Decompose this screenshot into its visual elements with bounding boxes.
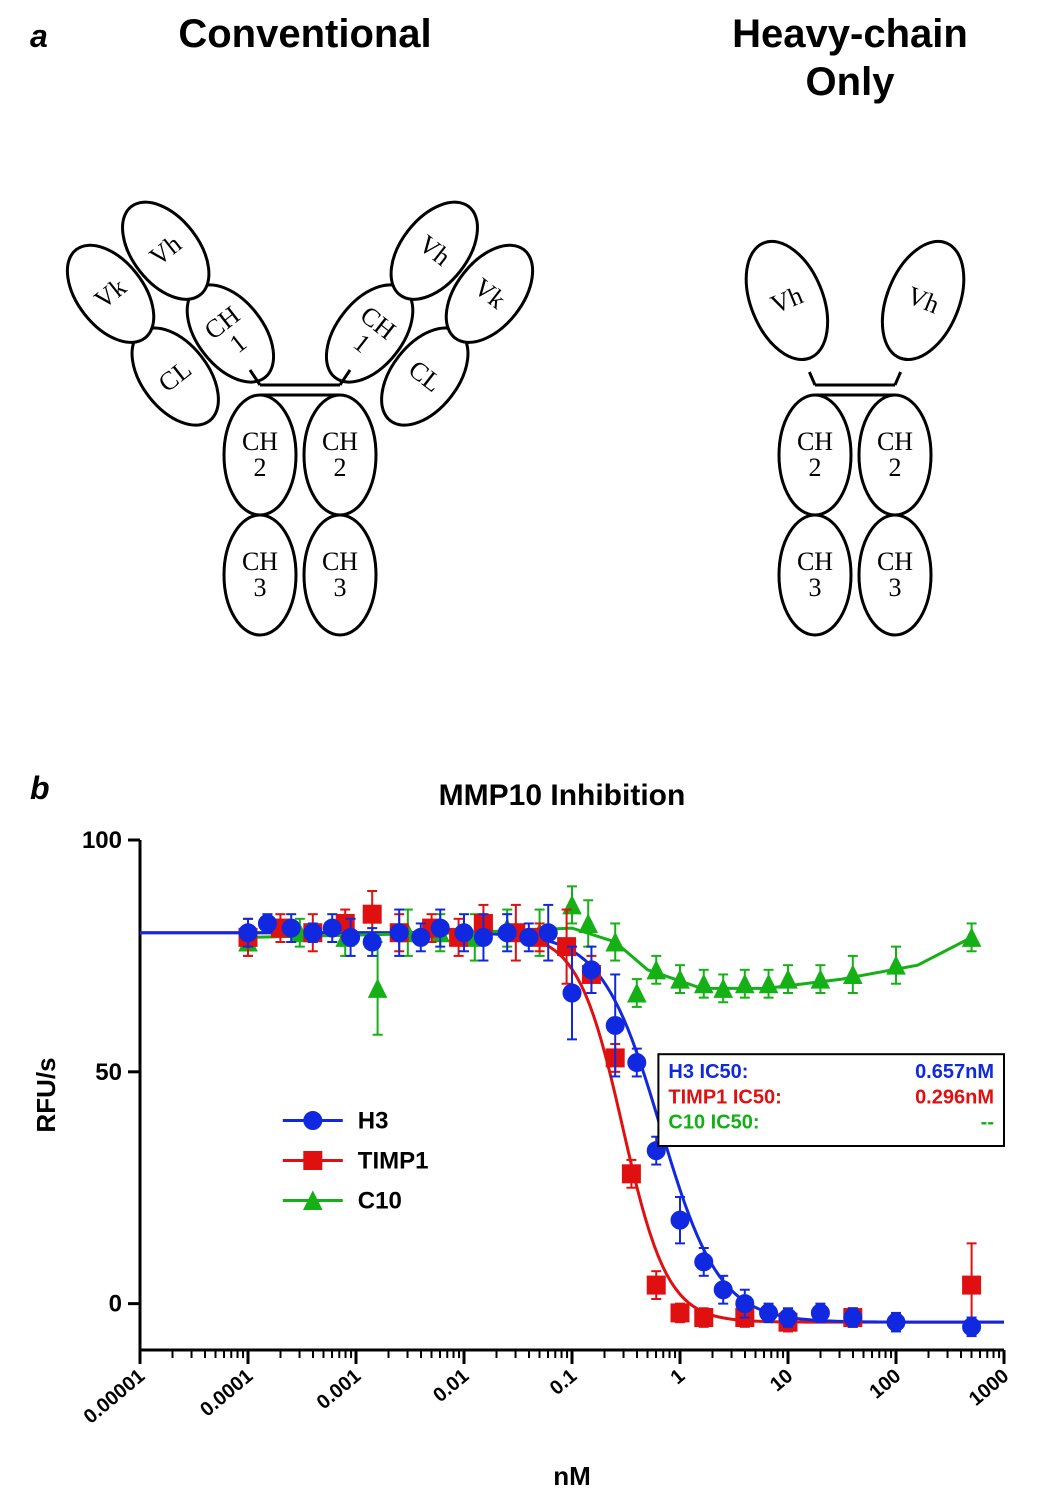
svg-text:0.296nM: 0.296nM: [915, 1086, 994, 1108]
svg-text:2: 2: [809, 453, 822, 482]
svg-text:100: 100: [866, 1365, 906, 1403]
svg-text:CH: CH: [242, 427, 278, 456]
svg-text:CH: CH: [242, 547, 278, 576]
svg-text:3: 3: [809, 573, 822, 602]
svg-text:50: 50: [95, 1059, 122, 1086]
svg-text:100: 100: [82, 827, 122, 854]
svg-text:C10 IC50:: C10 IC50:: [668, 1112, 759, 1134]
svg-text:0.657nM: 0.657nM: [915, 1061, 994, 1083]
svg-text:0.01: 0.01: [429, 1365, 473, 1407]
svg-text:2: 2: [254, 453, 267, 482]
svg-text:CH: CH: [322, 547, 358, 576]
svg-text:1000: 1000: [965, 1365, 1013, 1410]
svg-text:10: 10: [766, 1365, 797, 1396]
svg-text:1: 1: [667, 1365, 690, 1389]
svg-text:CH: CH: [797, 427, 833, 456]
svg-text:3: 3: [889, 573, 902, 602]
svg-text:CH: CH: [322, 427, 358, 456]
svg-text:0.001: 0.001: [313, 1365, 365, 1414]
antibody-diagrams: CH2CH2CH3CH3CH1VhCLVkCH1VhCLVkCH2CH2CH3C…: [0, 0, 1044, 750]
svg-text:TIMP1: TIMP1: [358, 1148, 429, 1175]
svg-text:3: 3: [254, 573, 267, 602]
svg-text:CH: CH: [877, 427, 913, 456]
svg-text:2: 2: [334, 453, 347, 482]
svg-text:3: 3: [334, 573, 347, 602]
svg-text:TIMP1 IC50:: TIMP1 IC50:: [668, 1086, 781, 1108]
svg-text:RFU/s: RFU/s: [31, 1057, 61, 1132]
svg-text:0.0001: 0.0001: [196, 1365, 257, 1421]
svg-text:0.00001: 0.00001: [80, 1365, 150, 1428]
svg-text:2: 2: [889, 453, 902, 482]
mmp10-inhibition-chart: MMP10 Inhibition 0 50 100 RFU/s 0.00001 0.0001…: [0, 770, 1044, 1500]
svg-text:MMP10 Inhibition: MMP10 Inhibition: [439, 779, 686, 812]
svg-text:CH: CH: [877, 547, 913, 576]
svg-text:0.1: 0.1: [546, 1365, 581, 1400]
svg-text:H3 IC50:: H3 IC50:: [668, 1061, 748, 1083]
svg-text:C10: C10: [358, 1188, 402, 1215]
svg-text:H3: H3: [358, 1108, 389, 1135]
svg-text:--: --: [981, 1112, 994, 1134]
svg-text:0: 0: [109, 1291, 122, 1318]
svg-text:nM: nM: [553, 1461, 591, 1491]
svg-text:CH: CH: [797, 547, 833, 576]
